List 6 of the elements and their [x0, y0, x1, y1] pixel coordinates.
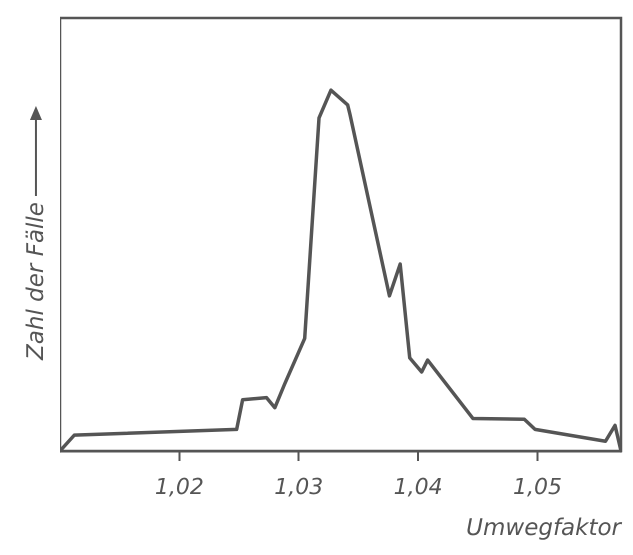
x-tick-label: 1,05 — [512, 474, 562, 500]
x-tick-label: 1,04 — [394, 474, 443, 500]
x-tick-label: 1,03 — [274, 474, 324, 500]
x-axis-title: Umwegfaktor — [466, 515, 623, 542]
y-axis-title: Zahl der Fälle — [23, 202, 49, 360]
x-tick-label: 1,02 — [154, 474, 204, 500]
